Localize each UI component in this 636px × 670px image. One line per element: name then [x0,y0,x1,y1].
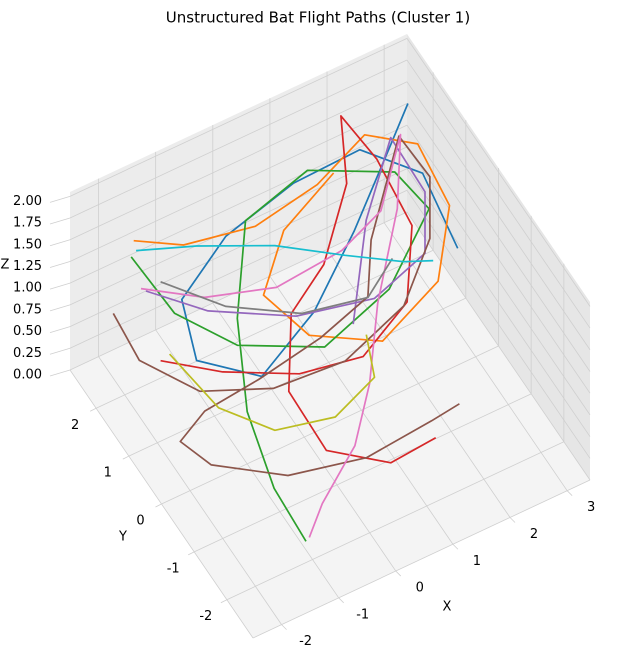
y-tick-label: -1 [167,561,180,576]
grid-line [69,168,408,327]
z-tick [49,347,71,355]
grid-line [406,146,591,416]
z-tick-label: 1.00 [13,281,42,296]
y-axis-line [69,369,254,639]
grid-line [69,37,408,197]
flight-path [112,135,460,477]
x-tick [509,517,516,523]
z-tick-label: 1.75 [13,216,42,231]
z-tick-label: 0.25 [13,346,42,361]
flight-path [168,334,376,432]
x-tick [566,490,573,496]
grid-line [406,81,591,350]
x-tick [281,624,287,630]
x-tick-label: 2 [530,527,538,542]
flight-path [180,103,459,378]
flight-path [140,133,402,538]
z-tick [49,369,71,377]
y-tick-label: 1 [104,466,112,481]
z-tick-label: 2.00 [13,194,42,209]
z-tick [49,304,71,312]
grid-line [406,59,591,329]
x-tick [395,570,402,577]
y-tick-label: 2 [71,418,79,433]
x-tick-label: -2 [299,634,312,649]
grid-line [406,38,591,307]
grid-line [69,81,408,241]
x-tick [452,543,459,550]
grid-line [95,249,434,409]
grid-line [69,59,408,219]
y-tick-label: -2 [199,609,212,624]
z-tick-label: 1.50 [13,237,42,252]
grid-line [69,124,408,284]
y-tick [187,551,195,556]
flight-path [136,244,434,263]
z-tick [49,239,71,247]
x-axis-line [252,479,591,639]
flight-path [133,133,451,342]
z-tick-label: 0.75 [13,302,42,317]
grid-line [128,297,466,457]
flight-path [160,115,437,464]
flight-path [160,257,394,315]
grid-line [226,441,565,601]
x-tick-label: -1 [356,607,369,622]
y-tick-label: 0 [136,514,144,529]
y-tick [122,455,130,460]
x-tick-label: 3 [587,500,595,515]
grid-line [194,393,532,553]
x-tick-label: 0 [416,581,424,596]
z-tick-label: 0.00 [13,368,42,383]
z-tick [49,195,71,203]
grid-line [406,211,591,481]
z-tick [49,282,71,290]
grid-line [406,124,591,394]
z-tick [49,261,71,268]
grid-line [406,190,591,459]
flight-path [130,169,430,542]
grid-line [406,168,591,437]
x-tick-label: 1 [473,554,481,569]
y-tick [89,407,97,412]
z-tick-label: 0.50 [13,324,42,339]
grid-line [406,103,591,372]
chart-title: Unstructured Bat Flight Paths (Cluster 1… [166,9,470,27]
z-tick [49,326,71,333]
x-axis-label: X [443,600,452,615]
y-tick [155,503,162,508]
x-tick [338,597,344,604]
grid-line [69,189,408,349]
z-tick [49,217,71,225]
z-tick-label: 1.25 [13,259,42,274]
grid-line [69,103,408,262]
y-axis-label: Y [118,530,127,545]
z-axis-label: Z [1,258,10,273]
y-tick [220,599,228,604]
grid-line [161,345,499,505]
